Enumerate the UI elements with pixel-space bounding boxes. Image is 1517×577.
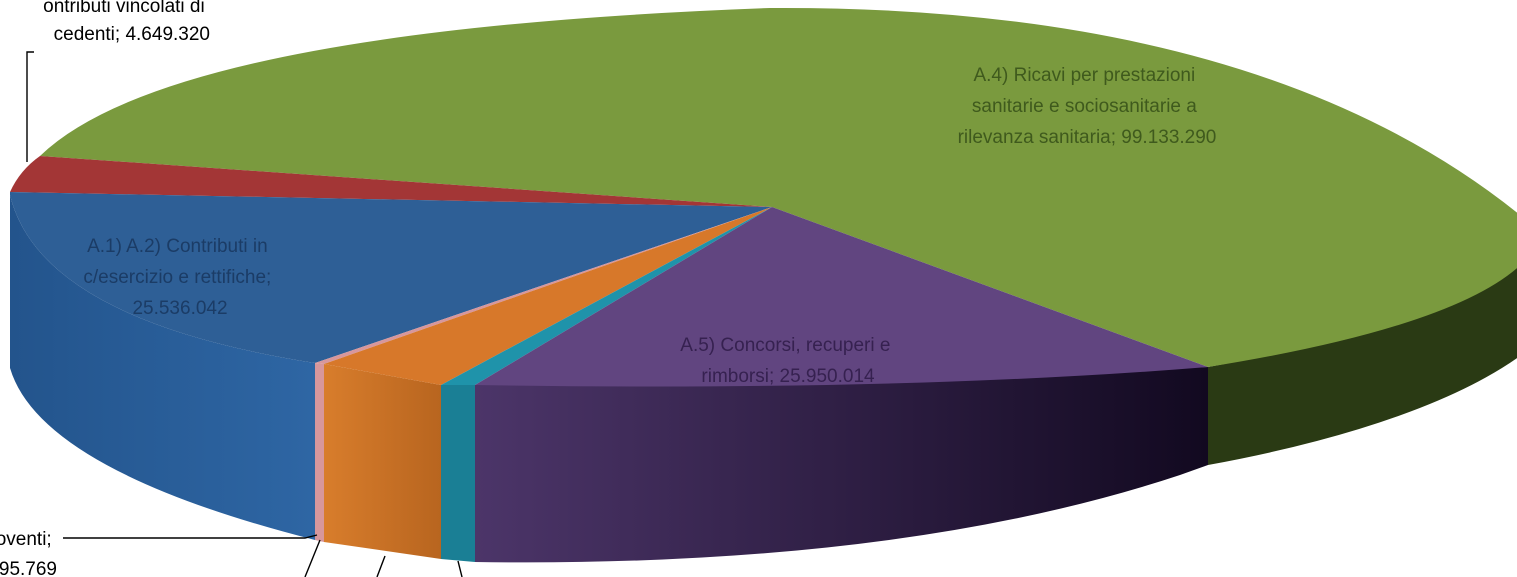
pie-side-blue (10, 195, 315, 540)
leader-line-orange (376, 555, 386, 577)
pie-slice-purple (475, 207, 1208, 387)
pie-slice-teal (441, 207, 772, 385)
pie-slice-pink (315, 207, 772, 364)
leader-line-pink (63, 534, 318, 539)
leader-line-red (26, 51, 34, 162)
label-blue: A.1) A.2) Contributi in c/esercizio e re… (83, 236, 276, 319)
pie-slice-green (40, 7, 1517, 367)
pie-slice-blue (10, 192, 772, 363)
leader-line-pink-2 (304, 539, 321, 577)
pie-slice-orange (324, 207, 772, 385)
label-green: A.4) Ricavi per prestazioni sanitarie e … (958, 65, 1217, 148)
pie-side-orange (324, 364, 441, 559)
label-purple: A.5) Concorsi, recuperi e rimborsi; 25.9… (680, 335, 895, 387)
pie-side-pink (315, 363, 324, 542)
pie-side-purple (475, 367, 1208, 563)
pie-side-teal (441, 385, 475, 562)
label-pink: icavi e proventi; 95.769 (0, 529, 57, 577)
leader-line-teal (457, 560, 463, 577)
pie-slice-red (10, 156, 772, 207)
label-red: ontributi vincolati di cedenti; 4.649.32… (43, 0, 210, 45)
